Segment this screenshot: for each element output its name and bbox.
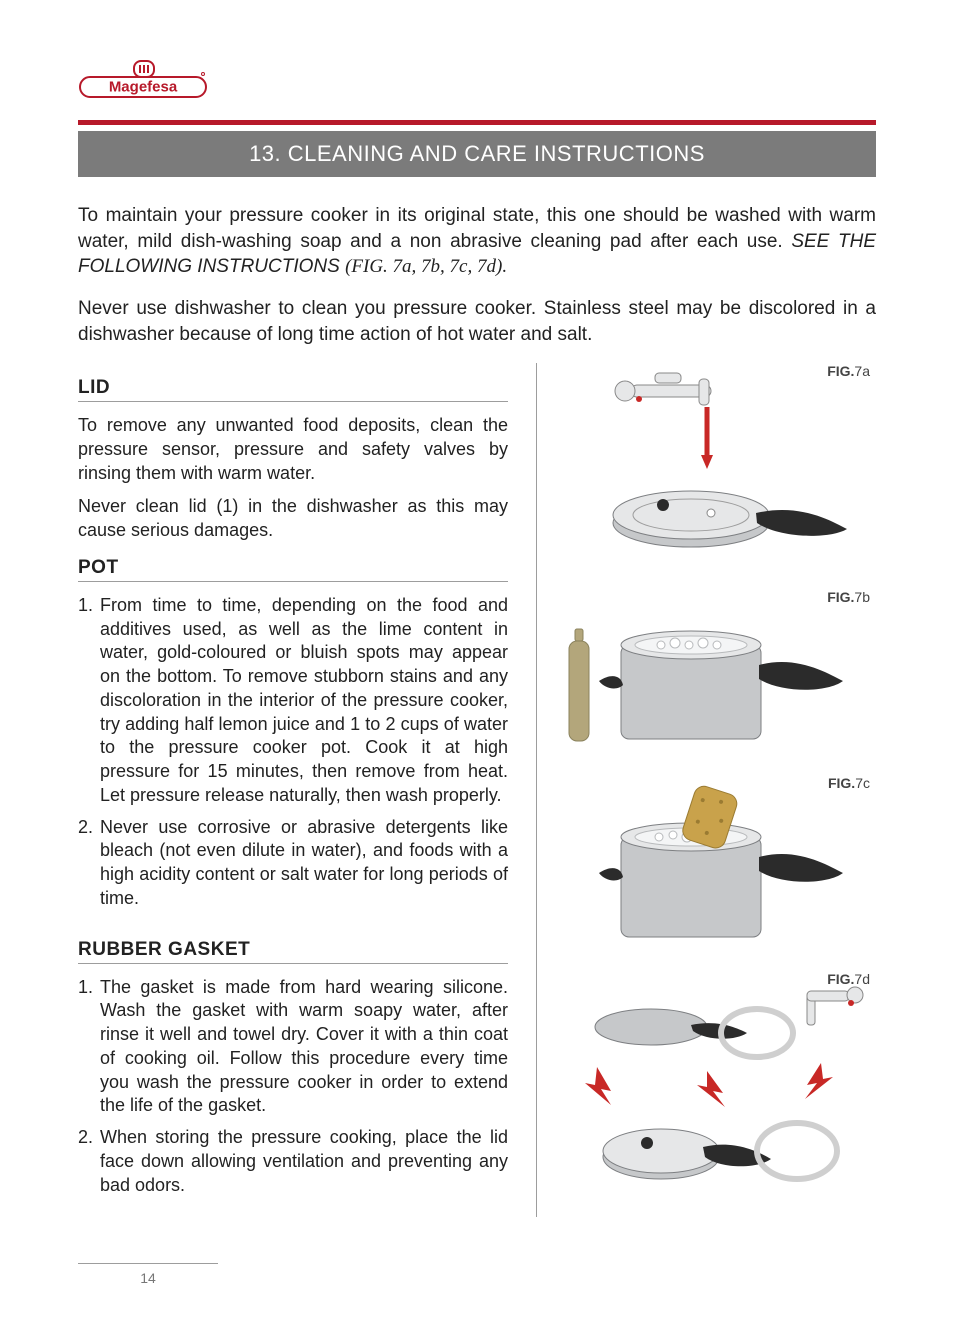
lid-para-2: Never clean lid (1) in the dishwasher as… [78,495,508,543]
gasket-list: The gasket is made from hard wearing sil… [78,976,508,1198]
figure-7b: FIG.7b [551,589,876,759]
column-right-figures: FIG.7a [536,363,876,1217]
pot-list: From time to time, depending on the food… [78,594,508,911]
brand-logo: Magefesa [78,60,208,102]
section-title: 13. CLEANING AND CARE INSTRUCTIONS [78,131,876,177]
page-footer: 14 [78,1263,218,1286]
pot-item-2: Never use corrosive or abrasive detergen… [78,816,508,911]
figure-label-7b: FIG.7b [827,589,870,605]
two-column-layout: LID To remove any unwanted food deposits… [78,363,876,1217]
intro-paragraph-2: Never use dishwasher to clean you pressu… [78,296,876,347]
pot-item-1: From time to time, depending on the food… [78,594,508,808]
figure-7d: FIG.7d [551,971,876,1201]
heading-pot: POT [78,557,508,582]
page-number: 14 [140,1270,156,1286]
intro-main: To maintain your pressure cooker in its … [78,205,876,252]
figure-label-7a: FIG.7a [827,363,870,379]
column-left: LID To remove any unwanted food deposits… [78,363,508,1217]
gasket-item-2: When storing the pressure cooking, place… [78,1126,508,1197]
intro-paragraph-1: To maintain your pressure cooker in its … [78,203,876,280]
figure-label-7c: FIG.7c [828,775,870,791]
lid-para-1: To remove any unwanted food deposits, cl… [78,414,508,485]
gasket-item-1: The gasket is made from hard wearing sil… [78,976,508,1119]
figure-7a: FIG.7a [551,363,876,573]
figure-label-7d: FIG.7d [827,971,870,987]
heading-lid: LID [78,377,508,402]
page: Magefesa 13. CLEANING AND CARE INSTRUCTI… [0,0,954,1326]
heading-gasket: RUBBER GASKET [78,939,508,964]
intro-figref: (FIG. 7a, 7b, 7c, 7d). [345,256,507,277]
red-rule [78,120,876,125]
brand-text: Magefesa [109,79,178,96]
figure-7c: FIG.7c [551,775,876,955]
